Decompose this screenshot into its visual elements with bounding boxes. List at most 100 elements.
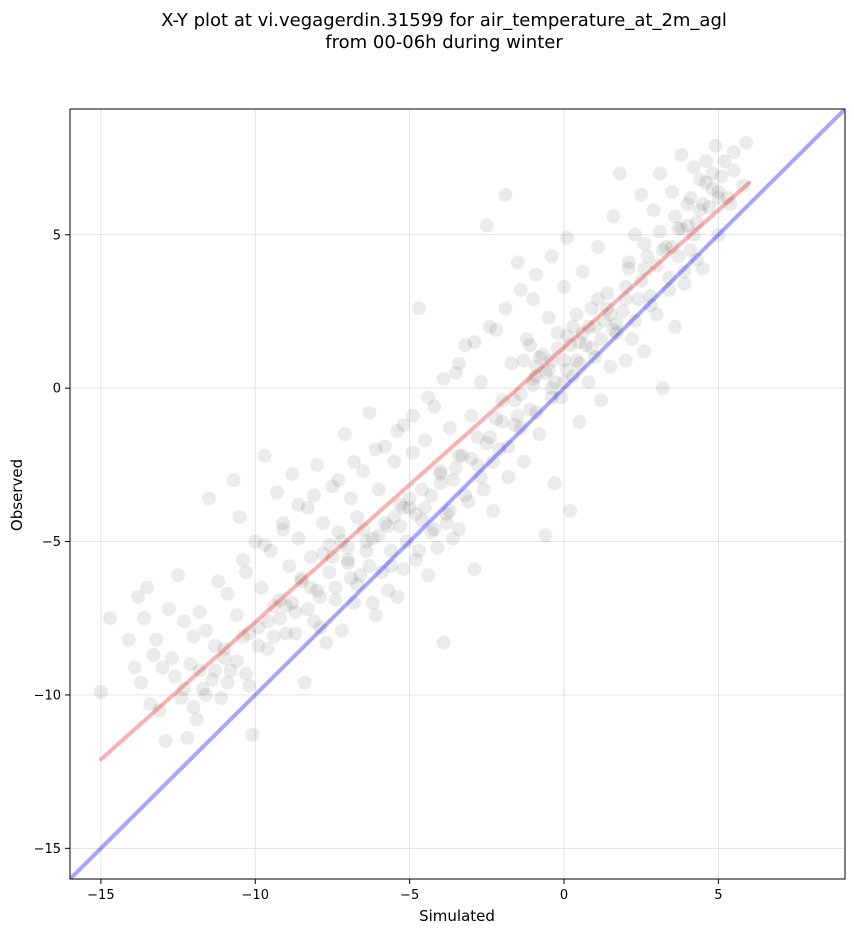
scatter-point <box>279 626 294 641</box>
scatter-point <box>313 589 328 604</box>
scatter-point <box>229 654 244 669</box>
scatter-point <box>198 687 213 702</box>
scatter-point <box>238 666 253 681</box>
scatter-point <box>513 421 528 436</box>
axis-ticks: −15 −10 −5 0 5 −15 −10 −5 0 5 <box>34 228 723 903</box>
scatter-point <box>164 651 179 666</box>
reference-lines <box>70 109 845 879</box>
scatter-point <box>541 362 556 377</box>
scatter-point <box>362 405 377 420</box>
scatter-point <box>618 292 633 307</box>
scatter-point <box>618 279 633 294</box>
scatter-point <box>711 227 726 242</box>
scatter-point <box>350 510 365 525</box>
scatter-point <box>408 552 423 567</box>
scatter-point <box>334 534 349 549</box>
scatter-point <box>553 390 568 405</box>
scatter-point <box>689 252 704 267</box>
scatter-point <box>377 439 392 454</box>
scatter-point <box>535 347 550 362</box>
scatter-point <box>266 629 281 644</box>
scatter-point <box>390 424 405 439</box>
scatter-point <box>402 500 417 515</box>
scatter-point <box>214 691 229 706</box>
scatter-point <box>266 598 281 613</box>
scatter-point <box>519 332 534 347</box>
scatter-point <box>192 663 207 678</box>
scatter-point <box>482 319 497 334</box>
scatter-point <box>643 289 658 304</box>
scatter-point <box>560 362 575 377</box>
scatter-point <box>368 442 383 457</box>
scatter-point <box>736 178 751 193</box>
scatter-point <box>489 411 504 426</box>
scatter-point <box>328 592 343 607</box>
scatter-point <box>668 319 683 334</box>
scatter-point <box>470 430 485 445</box>
scatter-point <box>198 623 213 638</box>
scatter-point <box>310 457 325 472</box>
scatter-point <box>726 144 741 159</box>
scatter-point <box>171 568 186 583</box>
scatter-point <box>103 611 118 626</box>
scatter-point <box>297 675 312 690</box>
scatter-point <box>658 240 673 255</box>
scatter-point <box>134 675 149 690</box>
scatter-point <box>322 537 337 552</box>
y-axis-label: Observed <box>8 459 26 531</box>
scatter-point <box>504 356 519 371</box>
scatter-point <box>285 467 300 482</box>
scatter-point <box>303 549 318 564</box>
scatter-point <box>634 273 649 288</box>
scatter-point <box>393 497 408 512</box>
x-tick-label: 0 <box>560 888 568 903</box>
scatter-point <box>683 190 698 205</box>
scatter-point <box>523 402 538 417</box>
scatter-point <box>668 209 683 224</box>
scatter-point <box>473 375 488 390</box>
scatter-point <box>590 292 605 307</box>
scatter-point <box>723 197 738 212</box>
identity-line <box>70 109 845 879</box>
scatter-point <box>242 678 257 693</box>
scatter-point <box>371 482 386 497</box>
scatter-point <box>235 629 250 644</box>
scatter-point <box>334 623 349 638</box>
scatter-point <box>310 583 325 598</box>
scatter-point <box>686 227 701 242</box>
scatter-point <box>186 629 201 644</box>
scatter-point <box>541 310 556 325</box>
scatter-point <box>624 332 639 347</box>
scatter-point <box>445 473 460 488</box>
scatter-point <box>640 249 655 264</box>
scatter-point <box>362 559 377 574</box>
scatter-point <box>482 430 497 445</box>
scatter-point <box>516 454 531 469</box>
scatter-point <box>470 457 485 472</box>
scatter-point <box>560 230 575 245</box>
scatter-point <box>158 733 173 748</box>
scatter-point <box>195 681 210 696</box>
scatter-point <box>720 190 735 205</box>
scatter-point <box>328 580 343 595</box>
scatter-point <box>563 503 578 518</box>
scatter-point <box>492 442 507 457</box>
scatter-point <box>507 417 522 432</box>
scatter-point <box>603 307 618 322</box>
scatter-point <box>631 292 646 307</box>
scatter-point <box>359 543 374 558</box>
scatter-point <box>254 580 269 595</box>
scatter-point <box>452 522 467 537</box>
scatter-point <box>560 329 575 344</box>
scatter-point <box>399 534 414 549</box>
scatter-point <box>674 221 689 236</box>
scatter-point <box>279 598 294 613</box>
scatter-point <box>711 190 726 205</box>
scatter-point <box>594 393 609 408</box>
scatter-point <box>294 574 309 589</box>
scatter-point <box>368 608 383 623</box>
scatter-points <box>93 135 754 748</box>
scatter-point <box>665 240 680 255</box>
scatter-point <box>705 166 720 181</box>
scatter-point <box>708 138 723 153</box>
